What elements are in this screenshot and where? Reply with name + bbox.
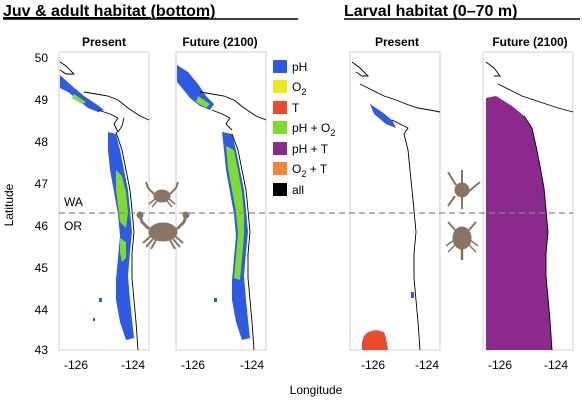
ph-o2-region (72, 94, 86, 104)
small-crab-icon (145, 181, 179, 208)
lon-tick-label: -124 (544, 358, 568, 372)
ph-o2-region (226, 146, 244, 280)
legend-label: pH + O2 (292, 121, 335, 138)
ph-region (214, 298, 217, 302)
legend-label: T (292, 101, 300, 115)
ph-region (60, 75, 104, 112)
legend-item-o2: O2 (273, 80, 306, 97)
coastline (211, 109, 233, 131)
legend-item-ph: pH (273, 60, 307, 74)
coastline (485, 61, 501, 77)
lat-tick-label: 47 (35, 177, 49, 191)
ph-region (108, 132, 134, 340)
lat-tick-label: 48 (35, 135, 49, 149)
lon-tick-label: -124 (240, 358, 264, 372)
legend: pH O2 T pH + O2 pH + T O2 + T all (273, 60, 335, 197)
zoea-larva-icon (447, 170, 481, 209)
legend-label: pH + T (292, 142, 329, 156)
ph-region (370, 104, 396, 128)
legend-swatch (273, 60, 287, 73)
lat-tick-label: 49 (35, 93, 49, 107)
panel-label-larv-present: Present (375, 35, 419, 49)
panel-label-juv-present: Present (82, 35, 126, 49)
coastline (199, 91, 267, 121)
lat-tick-label: 46 (35, 219, 49, 233)
coastline (59, 61, 76, 75)
ph-region (222, 132, 250, 340)
longitude-axis: -126 -124 -126 -124 -126 -124 -126 -124 (64, 358, 568, 372)
legend-label: O2 (292, 80, 306, 97)
lon-tick-label: -126 (361, 358, 385, 372)
coastline (497, 83, 574, 113)
map-panel-juv-future (175, 51, 267, 351)
map-panel-larv-future (482, 51, 574, 351)
lon-tick-label: -124 (121, 358, 145, 372)
ph-region (99, 298, 102, 302)
legend-label: all (292, 183, 304, 197)
ph-o2-region (196, 96, 210, 108)
legend-label: pH (292, 60, 307, 74)
lon-tick-label: -126 (488, 358, 512, 372)
lon-tick-label: -126 (181, 358, 205, 372)
lon-tick-label: -126 (64, 358, 88, 372)
legend-item-ph-o2: pH + O2 (273, 121, 335, 138)
ph-region (411, 292, 414, 298)
state-label-wa: WA (64, 195, 83, 209)
ph-o2-region (120, 238, 126, 262)
legend-swatch (273, 121, 287, 134)
lon-tick-label: -124 (415, 358, 439, 372)
larval-section-title: Larval habitat (0–70 m) (344, 3, 517, 20)
state-label-or: OR (64, 219, 82, 233)
legend-swatch (273, 80, 287, 93)
legend-item-t: T (273, 101, 300, 115)
lat-tick-label: 43 (35, 343, 49, 357)
t-region (362, 330, 388, 350)
megalopa-larva-icon (445, 221, 479, 260)
map-panel-larv-present (349, 51, 441, 351)
latitude-axis: 50 49 48 47 46 45 44 43 (35, 51, 49, 357)
panel-label-juv-future: Future (2100) (182, 35, 257, 49)
coastline (403, 133, 421, 351)
coastline (351, 61, 370, 77)
lat-tick-label: 45 (35, 261, 49, 275)
coastline (83, 91, 150, 121)
legend-item-o2-t: O2 + T (273, 162, 328, 179)
coastline (231, 133, 255, 351)
y-axis-label: Latitude (2, 183, 16, 226)
large-crab-icon (136, 211, 190, 250)
legend-item-ph-t: pH + T (273, 142, 329, 156)
coastline (97, 109, 125, 133)
coastline (523, 115, 553, 351)
lat-tick-label: 50 (35, 51, 49, 65)
legend-swatch (273, 142, 287, 155)
ph-region (93, 318, 95, 321)
panel-frame (349, 51, 441, 351)
lat-tick-label: 44 (35, 303, 49, 317)
legend-label: O2 + T (292, 162, 328, 179)
panel-frame (175, 51, 267, 351)
coastline (391, 119, 409, 135)
legend-swatch (273, 183, 287, 196)
juvenile-section-title: Juv & adult habitat (bottom) (3, 3, 215, 20)
legend-swatch (273, 162, 287, 175)
x-axis-label: Longitude (290, 383, 343, 397)
legend-item-all: all (273, 183, 304, 197)
ph-region (177, 65, 214, 110)
panel-label-larv-future: Future (2100) (492, 35, 567, 49)
ph-t-region (486, 96, 552, 350)
legend-swatch (273, 101, 287, 114)
coastline (359, 83, 441, 113)
coastline (115, 131, 139, 351)
